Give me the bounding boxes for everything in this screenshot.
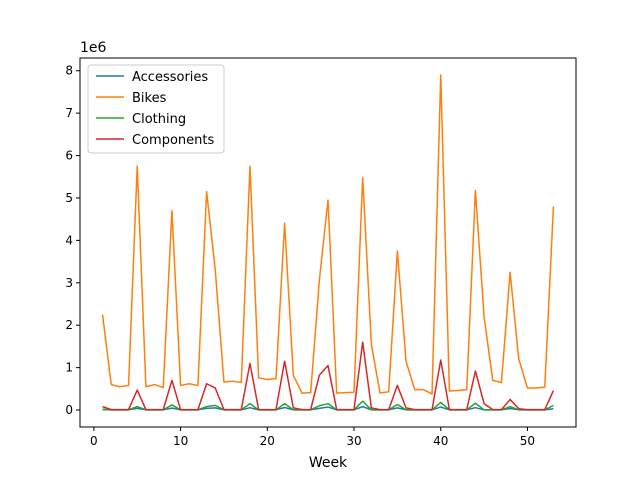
x-axis-label: Week (309, 455, 348, 471)
plot-frame (79, 57, 577, 428)
legend-label: Components (132, 133, 214, 148)
y-tick-label: 2 (65, 318, 73, 332)
x-tick-label: 10 (173, 434, 188, 448)
y-axis-ticks: 0 1 2 3 4 5 6 7 8 (65, 64, 80, 417)
y-tick-label: 4 (65, 233, 73, 247)
series-line-accessories (102, 405, 554, 411)
legend-label: Accessories (132, 70, 208, 85)
legend-label: Bikes (132, 91, 167, 106)
legend-label: Clothing (132, 112, 186, 127)
x-tick-label: 30 (346, 434, 361, 448)
series-line-clothing (102, 400, 554, 411)
y-tick-label: 1 (65, 361, 73, 375)
series-line-bikes (101, 74, 555, 395)
y-tick-label: 8 (65, 64, 73, 78)
y-tick-label: 3 (65, 276, 73, 290)
x-tick-label: 0 (90, 434, 98, 448)
series-layer (101, 74, 555, 411)
x-tick-label: 20 (260, 434, 275, 448)
x-tick-label: 50 (520, 434, 535, 448)
y-tick-label: 5 (65, 191, 73, 205)
y-offset-label: 1e6 (80, 40, 107, 56)
y-tick-label: 0 (65, 403, 73, 417)
series-line-components (102, 341, 555, 411)
legend-box (87, 64, 225, 154)
x-axis-ticks: 0 10 20 30 40 50 (90, 427, 535, 448)
y-tick-label: 6 (65, 149, 73, 163)
legend: Accessories Bikes Clothing Components (87, 64, 225, 154)
y-tick-label: 7 (65, 106, 73, 120)
x-tick-label: 40 (433, 434, 448, 448)
